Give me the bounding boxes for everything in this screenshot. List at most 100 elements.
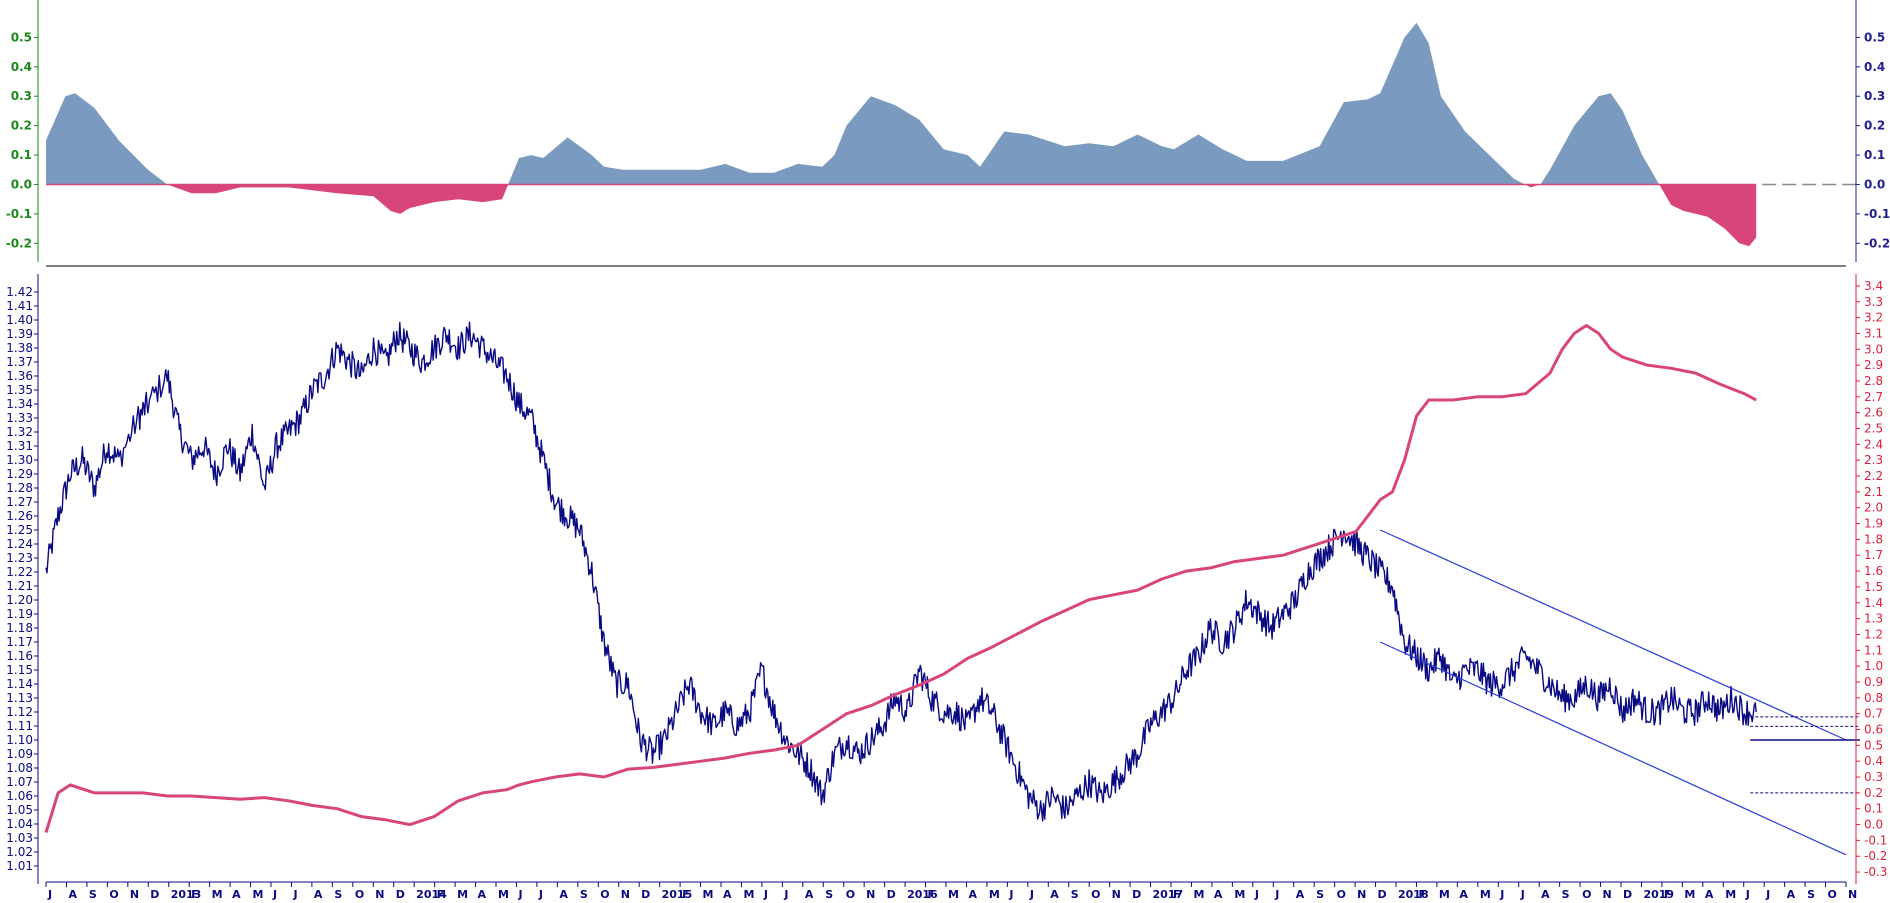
price-left-tick-label: 1.40 <box>6 313 33 327</box>
ratio-right-tick-label: 2.8 <box>1864 374 1883 388</box>
month-tick-label: J <box>763 888 768 901</box>
month-tick-label: 2013 <box>171 888 202 901</box>
oscillator-left-tick-label: 0.5 <box>11 30 32 44</box>
month-tick-label: S <box>1807 888 1815 901</box>
month-tick-label: S <box>1562 888 1570 901</box>
ratio-right-tick-label: 1.9 <box>1864 517 1883 531</box>
price-left-tick-label: 1.34 <box>6 397 33 411</box>
price-left-tick-label: 1.15 <box>6 663 33 677</box>
month-tick-label: A <box>1705 888 1714 901</box>
price-left-tick-label: 1.28 <box>6 481 33 495</box>
oscillator-negative-area <box>46 184 1757 247</box>
month-tick-label: M <box>1684 888 1695 901</box>
month-tick-label: F <box>928 888 936 901</box>
month-tick-label: 2014 <box>416 888 447 901</box>
ratio-right-tick-label: 0.5 <box>1864 738 1883 752</box>
ratio-right-tick-label: 1.2 <box>1864 627 1883 641</box>
month-tick-label: N <box>130 888 139 901</box>
month-tick-label: J <box>1274 888 1279 901</box>
ratio-right-tick-label: 0.9 <box>1864 675 1883 689</box>
month-tick-label: J <box>538 888 543 901</box>
oscillator-left-tick-label: 0.2 <box>11 119 32 133</box>
month-tick-label: O <box>1582 888 1591 901</box>
ratio-right-tick-label: 3.1 <box>1864 326 1883 340</box>
month-tick-label: O <box>846 888 855 901</box>
price-left-tick-label: 1.32 <box>6 425 33 439</box>
month-tick-label: J <box>1520 888 1525 901</box>
month-tick-label: M <box>212 888 223 901</box>
month-tick-label: M <box>1439 888 1450 901</box>
ratio-right-tick-label: 2.1 <box>1864 485 1883 499</box>
month-tick-label: 2019 <box>1643 888 1674 901</box>
oscillator-right-tick-label: -0.1 <box>1864 207 1890 221</box>
ratio-right-tick-label: 2.4 <box>1864 437 1883 451</box>
month-tick-label: A <box>559 888 568 901</box>
ratio-right-tick-label: 1.1 <box>1864 643 1883 657</box>
oscillator-right-tick-label: 0.0 <box>1864 177 1885 191</box>
month-tick-label: M <box>703 888 714 901</box>
price-left-tick-label: 1.30 <box>6 453 33 467</box>
price-left-tick-label: 1.27 <box>6 495 33 509</box>
price-left-tick-label: 1.06 <box>6 789 33 803</box>
ratio-right-tick-label: 3.3 <box>1864 295 1883 309</box>
price-axes: 1.421.411.401.391.381.371.361.351.341.33… <box>6 274 1887 884</box>
month-tick-label: F <box>1173 888 1181 901</box>
ratio-right-tick-label: 0.6 <box>1864 723 1883 737</box>
month-tick-label: O <box>355 888 364 901</box>
month-tick-label: J <box>1765 888 1770 901</box>
month-tick-label: A <box>723 888 732 901</box>
price-left-tick-label: 1.38 <box>6 341 33 355</box>
month-tick-label: A <box>1459 888 1468 901</box>
month-tick-label: O <box>109 888 118 901</box>
price-left-tick-label: 1.35 <box>6 383 33 397</box>
oscillator-right-tick-label: 0.5 <box>1864 30 1885 44</box>
price-left-tick-label: 1.02 <box>6 845 33 859</box>
month-tick-label: F <box>191 888 199 901</box>
month-tick-label: S <box>1071 888 1079 901</box>
month-tick-label: M <box>1480 888 1491 901</box>
price-left-tick-label: 1.08 <box>6 761 33 775</box>
price-left-tick-label: 1.21 <box>6 579 33 593</box>
month-tick-label: 2015 <box>662 888 693 901</box>
month-tick-label: D <box>396 888 405 901</box>
price-left-tick-label: 1.17 <box>6 635 33 649</box>
month-tick-label: 2016 <box>907 888 938 901</box>
ratio-right-tick-label: 0.7 <box>1864 707 1883 721</box>
month-tick-label: A <box>1050 888 1059 901</box>
oscillator-area <box>46 22 1860 247</box>
oscillator-left-tick-label: 0.1 <box>11 148 32 162</box>
price-left-tick-label: 1.16 <box>6 649 33 663</box>
price-left-tick-label: 1.07 <box>6 775 33 789</box>
ratio-right-tick-label: 0.2 <box>1864 786 1883 800</box>
month-tick-label: M <box>743 888 754 901</box>
ratio-right-tick-label: 0.4 <box>1864 754 1883 768</box>
price-series-line <box>45 321 1757 822</box>
price-left-tick-label: 1.41 <box>6 299 33 313</box>
channel-lower-line <box>1379 641 1847 856</box>
month-tick-label: N <box>375 888 384 901</box>
price-left-tick-label: 1.26 <box>6 509 33 523</box>
price-left-tick-label: 1.24 <box>6 537 33 551</box>
ratio-right-tick-label: 1.4 <box>1864 596 1883 610</box>
month-tick-label: A <box>968 888 977 901</box>
price-left-tick-label: 1.18 <box>6 621 33 635</box>
channel-upper-line <box>1379 529 1847 741</box>
oscillator-right-tick-label: 0.4 <box>1864 60 1885 74</box>
month-tick-label: M <box>498 888 509 901</box>
ratio-right-tick-label: 3.2 <box>1864 311 1883 325</box>
oscillator-left-tick-label: 0.0 <box>11 177 32 191</box>
price-left-tick-label: 1.22 <box>6 565 33 579</box>
month-tick-label: F <box>1664 888 1672 901</box>
month-tick-label: N <box>1848 888 1857 901</box>
ratio-right-tick-label: 1.8 <box>1864 532 1883 546</box>
month-tick-label: D <box>1132 888 1141 901</box>
price-left-tick-label: 1.05 <box>6 803 33 817</box>
month-tick-label: S <box>580 888 588 901</box>
price-panel-lines <box>44 321 1860 856</box>
oscillator-positive-area <box>46 22 1660 185</box>
month-tick-label: D <box>150 888 159 901</box>
month-tick-label: 2017 <box>1153 888 1184 901</box>
ratio-right-tick-label: 1.6 <box>1864 564 1883 578</box>
